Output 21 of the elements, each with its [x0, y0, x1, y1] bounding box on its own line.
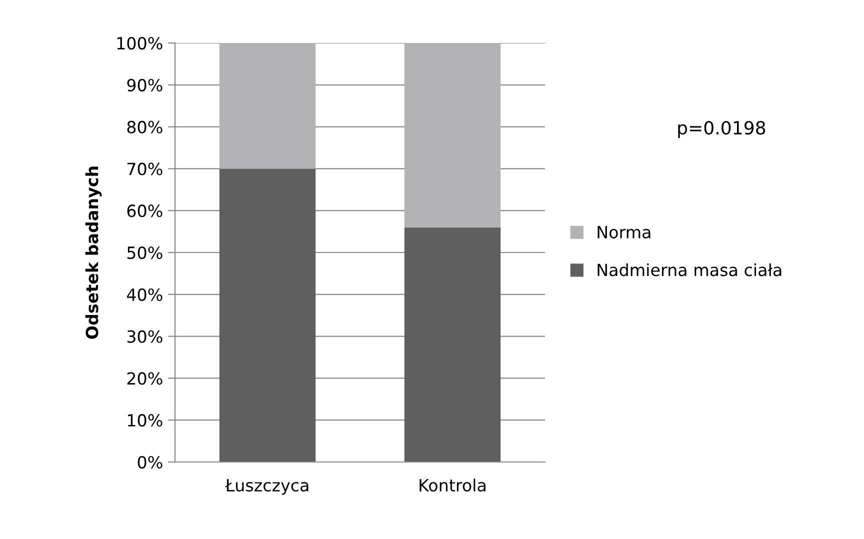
text: p=0.0198 — [678, 120, 766, 138]
y-tick-label: 40% — [126, 288, 162, 301]
legend-label: Norma — [598, 226, 650, 238]
y-tick-label: 10% — [128, 414, 162, 427]
x-tick-label: Łuszczyca — [225, 479, 308, 495]
x-tick-label: Kontrola — [420, 478, 486, 492]
legend-label: Nadmierna masa ciała — [598, 263, 782, 276]
y-tick-label: 20% — [127, 372, 162, 385]
y-tick-label: 80% — [127, 120, 162, 134]
bar — [219, 43, 316, 169]
y-tick-label: 90% — [127, 78, 162, 92]
bar — [404, 43, 501, 228]
y-tick-label: 100% — [117, 36, 162, 50]
y-tick-label: 60% — [127, 204, 162, 218]
bar — [404, 227, 501, 462]
y-tick-label: 70% — [128, 162, 162, 176]
y-tick-label: 30% — [127, 330, 162, 343]
bar — [219, 168, 316, 462]
y-tick-label: 50% — [127, 246, 162, 260]
y-axis-title: Odsetek badanych — [85, 166, 102, 339]
y-tick-label: 0% — [138, 456, 162, 469]
